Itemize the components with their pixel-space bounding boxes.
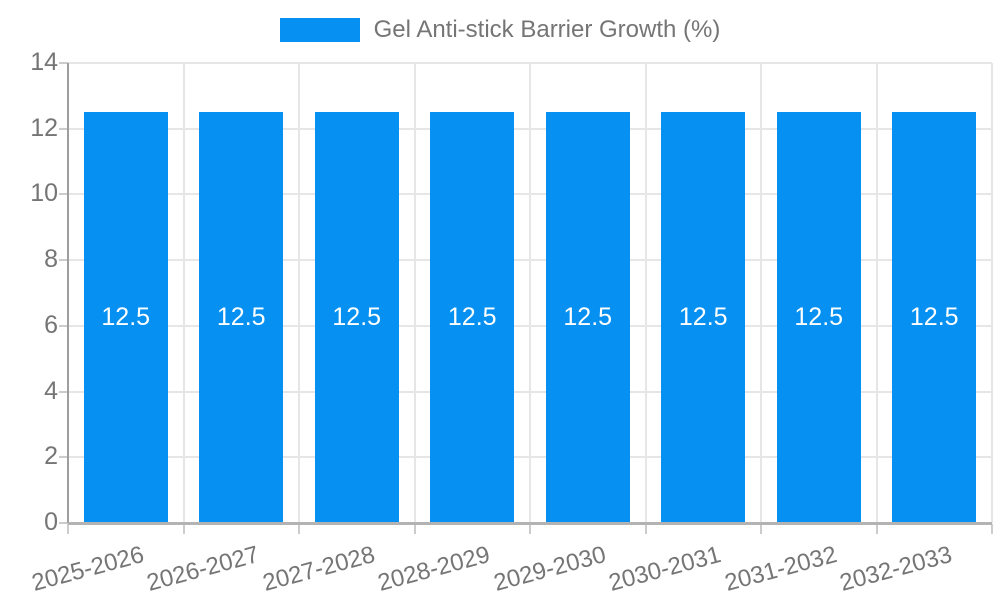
x-axis-tick-label: 2026-2027: [144, 541, 263, 597]
x-tick-mark: [529, 524, 531, 534]
x-axis-tick-label: 2030-2031: [606, 541, 725, 597]
x-tick-mark: [991, 524, 993, 534]
y-tick-mark: [59, 259, 68, 262]
y-tick-mark: [59, 390, 68, 393]
bar-value-label: 12.5: [101, 302, 151, 331]
gridline-vertical: [644, 63, 647, 523]
bar[interactable]: 12.5: [199, 112, 284, 522]
x-axis-tick-label: 2027-2028: [259, 541, 378, 597]
bar[interactable]: 12.5: [430, 112, 515, 522]
x-tick-mark: [760, 524, 762, 534]
gridline-vertical: [413, 63, 416, 523]
x-axis-tick-label: 2031-2032: [721, 541, 840, 597]
gridline-vertical: [875, 63, 878, 523]
y-tick-mark: [59, 127, 68, 130]
x-tick-mark: [644, 524, 647, 534]
gridline-vertical: [760, 63, 762, 523]
y-axis-tick-label: 0: [44, 508, 58, 536]
x-axis-tick-label: 2032-2033: [837, 541, 956, 597]
bar-value-label: 12.5: [332, 302, 382, 331]
legend-swatch: [279, 18, 360, 42]
legend-label: Gel Anti-stick Barrier Growth (%): [373, 16, 721, 43]
bar-value-label: 12.5: [447, 302, 497, 331]
y-axis-tick-label: 14: [30, 48, 58, 76]
y-tick-mark: [59, 456, 68, 459]
y-axis-line: [67, 63, 69, 523]
chart-legend: Gel Anti-stick Barrier Growth (%): [0, 16, 1000, 44]
bar[interactable]: 12.5: [892, 112, 977, 522]
bar-value-label: 12.5: [678, 302, 728, 331]
y-axis-tick-label: 8: [44, 245, 58, 274]
bar-value-label: 12.5: [563, 302, 613, 331]
y-axis-tick-label: 10: [30, 179, 58, 208]
bar[interactable]: 12.5: [776, 112, 861, 522]
bar[interactable]: 12.5: [83, 112, 168, 522]
y-tick-mark: [59, 193, 68, 196]
y-axis-tick-label: 6: [44, 310, 58, 339]
bar-value-label: 12.5: [216, 302, 266, 331]
x-axis-line: [68, 522, 992, 525]
gridline-vertical: [298, 63, 300, 523]
x-tick-mark: [67, 524, 69, 534]
bar-value-label: 12.5: [794, 302, 844, 331]
gridline-vertical: [529, 63, 531, 523]
bar-value-label: 12.5: [909, 302, 959, 331]
x-tick-mark: [875, 524, 878, 534]
y-tick-mark: [59, 522, 68, 524]
gridline-vertical: [182, 63, 185, 523]
x-axis-tick-label: 2028-2029: [375, 541, 494, 597]
bar[interactable]: 12.5: [661, 112, 746, 522]
y-axis-tick-label: 4: [44, 376, 58, 405]
y-tick-mark: [59, 62, 68, 64]
y-axis-tick-label: 12: [30, 113, 58, 142]
bar[interactable]: 12.5: [545, 112, 630, 522]
x-tick-mark: [413, 524, 416, 534]
x-tick-mark: [298, 524, 300, 534]
x-tick-mark: [182, 524, 185, 534]
x-axis-tick-label: 2025-2026: [28, 541, 147, 597]
x-axis-tick-label: 2029-2030: [490, 541, 609, 597]
bar[interactable]: 12.5: [314, 112, 399, 522]
gridline-vertical: [991, 63, 993, 523]
y-tick-mark: [59, 324, 68, 327]
y-axis-tick-label: 2: [44, 442, 58, 471]
